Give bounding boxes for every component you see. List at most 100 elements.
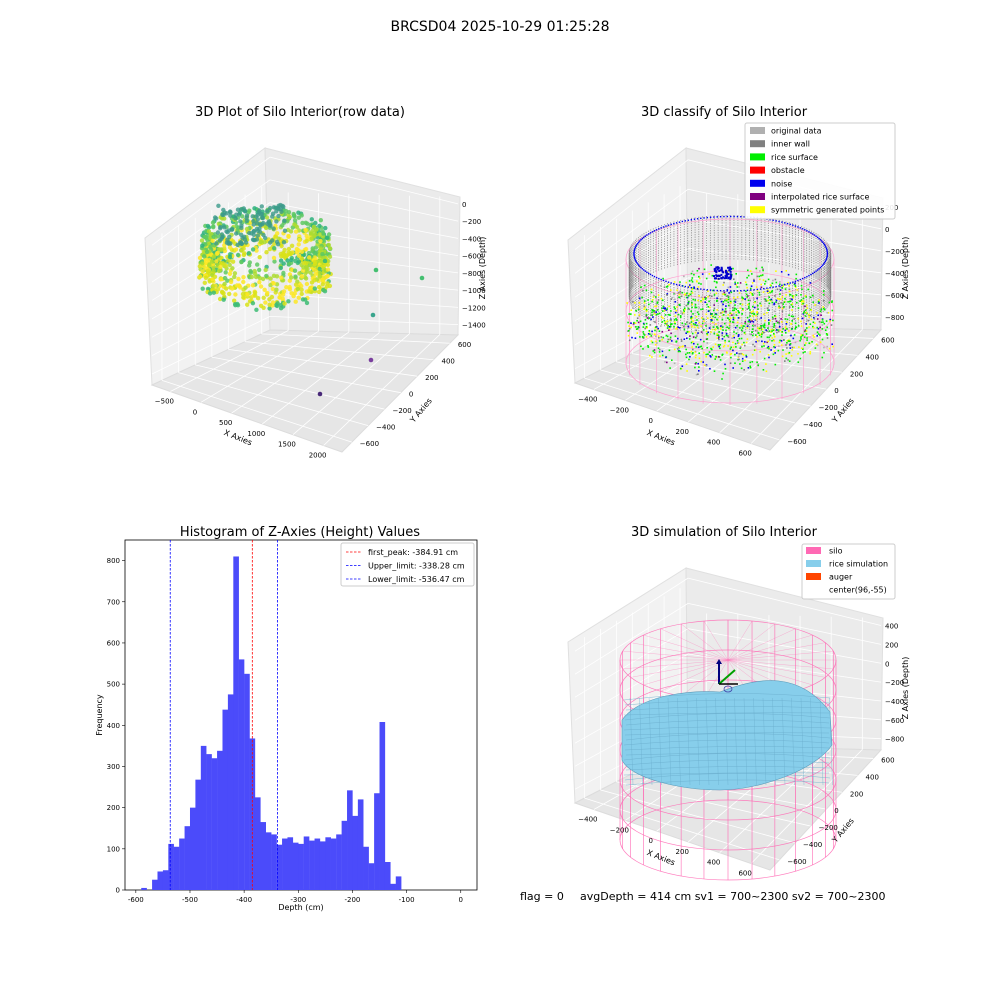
grid-line — [231, 331, 350, 414]
noise-point — [769, 286, 771, 289]
classified-point — [722, 301, 725, 303]
classified-point — [711, 295, 713, 298]
classified-point — [658, 330, 661, 332]
classified-point — [788, 339, 790, 341]
noise-point — [820, 265, 823, 268]
classified-point — [628, 325, 630, 327]
classified-point — [680, 340, 683, 342]
classified-point — [742, 309, 744, 311]
classified-point — [785, 357, 788, 360]
classified-point — [690, 279, 693, 281]
classified-point — [681, 324, 684, 327]
raw-point — [257, 275, 263, 281]
classified-point — [642, 331, 645, 333]
y-tick-label: 800 — [107, 557, 120, 565]
classified-point — [674, 307, 676, 310]
y-tick-label: 0 — [834, 387, 838, 395]
raw-point — [262, 240, 267, 245]
classified-point — [652, 350, 655, 352]
grid-line — [269, 156, 459, 205]
silo-spoke — [660, 628, 729, 661]
classified-point — [753, 278, 755, 281]
rice-mesh-line — [705, 697, 710, 786]
classified-point — [638, 296, 640, 298]
noise-point — [804, 276, 806, 279]
classified-point — [663, 286, 666, 288]
raw-point — [264, 250, 269, 255]
z-tick-label: −200 — [885, 248, 904, 256]
classified-point — [777, 330, 780, 333]
classified-point — [802, 312, 805, 314]
panel-sim-title: 3D simulation of Silo Interior — [631, 525, 818, 540]
classified-point — [651, 299, 654, 301]
classified-point — [632, 307, 634, 309]
classified-point — [688, 293, 691, 295]
classified-point — [764, 280, 767, 283]
noise-point — [815, 270, 817, 272]
classified-point — [689, 293, 692, 296]
classified-point — [793, 283, 796, 286]
rice-mesh-line — [753, 697, 757, 786]
classified-point — [738, 286, 740, 288]
raw-point — [280, 223, 285, 228]
classified-point — [651, 300, 653, 303]
classified-point — [806, 307, 809, 309]
classified-point — [705, 297, 707, 299]
classified-point — [756, 297, 758, 300]
classified-point — [746, 286, 748, 289]
rice-mesh-line — [829, 697, 833, 786]
classified-point — [761, 345, 763, 348]
classified-point — [726, 326, 729, 328]
histogram-bar — [395, 876, 402, 890]
classified-point — [775, 301, 777, 303]
rice-mesh-line — [624, 699, 830, 706]
classified-point — [722, 326, 724, 328]
classified-point — [747, 303, 749, 306]
classified-point — [663, 307, 666, 310]
classified-point — [751, 282, 754, 284]
classified-point — [773, 346, 775, 348]
histogram-bar — [200, 745, 207, 890]
classified-point — [812, 301, 814, 304]
raw-point — [226, 228, 232, 233]
raw-point — [316, 289, 322, 295]
classified-point — [641, 296, 643, 299]
noise-cluster-point — [720, 277, 723, 280]
classified-point — [827, 312, 830, 314]
classified-point — [655, 340, 657, 343]
raw-point — [217, 296, 223, 302]
classified-point — [700, 345, 703, 348]
classified-point — [790, 334, 792, 337]
y-tick-label: −200 — [819, 824, 838, 832]
noise-point — [706, 216, 709, 219]
classified-point — [734, 298, 737, 301]
classified-point — [792, 295, 795, 297]
classified-point — [657, 347, 660, 349]
raw-point — [199, 238, 205, 243]
classified-point — [688, 285, 691, 288]
histogram-bar — [157, 871, 164, 890]
classified-point — [706, 338, 709, 340]
classified-point — [768, 347, 770, 350]
panel-raw: 3D Plot of Silo Interior(row data) −5000… — [144, 105, 487, 460]
classified-point — [635, 328, 638, 330]
grid-line — [269, 315, 459, 326]
classified-point — [821, 338, 824, 341]
classified-point — [665, 356, 667, 359]
classified-point — [649, 354, 651, 357]
z-tick-label: −800 — [885, 736, 904, 744]
classified-point — [737, 310, 739, 312]
classified-point — [755, 315, 757, 317]
classified-point — [695, 346, 697, 348]
classified-point — [712, 326, 715, 328]
noise-point — [703, 288, 705, 291]
classified-point — [715, 286, 717, 289]
classified-point — [708, 300, 710, 303]
classified-point — [801, 317, 804, 320]
classified-point — [688, 300, 690, 303]
raw-point — [230, 286, 235, 291]
classified-point — [686, 292, 688, 295]
grid-line — [269, 179, 459, 222]
classified-point — [726, 289, 729, 291]
rice-mesh-line — [623, 739, 830, 746]
